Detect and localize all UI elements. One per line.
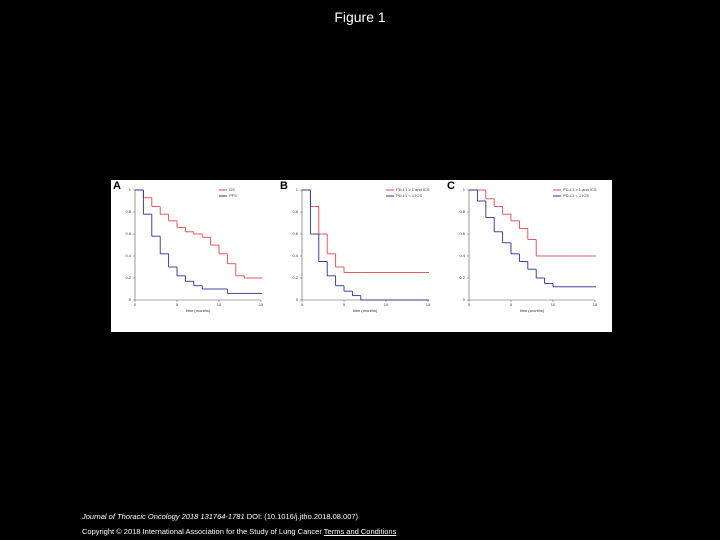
y-tick-label: 0: [129, 297, 132, 302]
journal: Journal of Thoracic Oncology 2018 131764…: [82, 512, 245, 521]
x-tick-label: 15: [259, 302, 264, 307]
legend-label: PD-L1 ≥ 1 and ICS: [396, 187, 430, 192]
x-tick-label: 0: [468, 302, 471, 307]
y-tick-label: 0.4: [292, 253, 298, 258]
y-tick-label: 0: [296, 297, 299, 302]
x-tick-label: 5: [343, 302, 346, 307]
x-tick-label: 10: [217, 302, 222, 307]
y-tick-label: 0.8: [292, 209, 298, 214]
y-tick-label: 0.4: [125, 253, 131, 258]
copyright: Copyright © 2018 International Associati…: [82, 527, 396, 536]
legend-label: PFS: [229, 193, 237, 198]
copyright-text: Copyright © 2018 International Associati…: [82, 527, 322, 536]
y-tick-label: 0.2: [125, 275, 131, 280]
x-axis-label: time (months): [520, 308, 545, 313]
x-tick-label: 5: [176, 302, 179, 307]
x-tick-label: 0: [134, 302, 137, 307]
x-tick-label: 10: [551, 302, 556, 307]
y-tick-label: 1: [296, 187, 299, 192]
panel-letter: A: [113, 180, 121, 192]
y-tick-label: 0.6: [125, 231, 131, 236]
legend-label: PD-L1 < 1 ICS: [396, 193, 422, 198]
x-tick-label: 0: [301, 302, 304, 307]
x-axis-label: time (months): [186, 308, 211, 313]
citation-text: DOI: (10.1016/j.jtho.2018.08.007): [246, 512, 359, 521]
x-tick-label: 15: [593, 302, 598, 307]
y-tick-label: 0.6: [292, 231, 298, 236]
x-tick-label: 5: [510, 302, 513, 307]
figure-background: [111, 180, 612, 332]
x-tick-label: 10: [384, 302, 389, 307]
y-tick-label: 0.4: [459, 253, 465, 258]
y-tick-label: 0.2: [459, 275, 465, 280]
slide-title: Figure 1: [334, 9, 386, 25]
panel-letter: C: [447, 180, 455, 192]
terms-link[interactable]: Terms and Conditions: [323, 527, 397, 536]
legend-label: OS: [229, 187, 235, 192]
legend-label: PD-L1 < 1 ICS: [563, 193, 589, 198]
y-tick-label: 0.2: [292, 275, 298, 280]
x-tick-label: 15: [426, 302, 431, 307]
y-tick-label: 1: [129, 187, 132, 192]
y-tick-label: 0.8: [125, 209, 131, 214]
legend-label: PD-L1 ≥ 1 and ICS: [563, 187, 597, 192]
y-tick-label: 0.6: [459, 231, 465, 236]
x-axis-label: time (months): [353, 308, 378, 313]
citation: Journal of Thoracic Oncology 2018 131764…: [82, 512, 358, 521]
y-tick-label: 1: [463, 187, 466, 192]
y-tick-label: 0: [463, 297, 466, 302]
panel-letter: B: [280, 180, 288, 192]
y-tick-label: 0.8: [459, 209, 465, 214]
